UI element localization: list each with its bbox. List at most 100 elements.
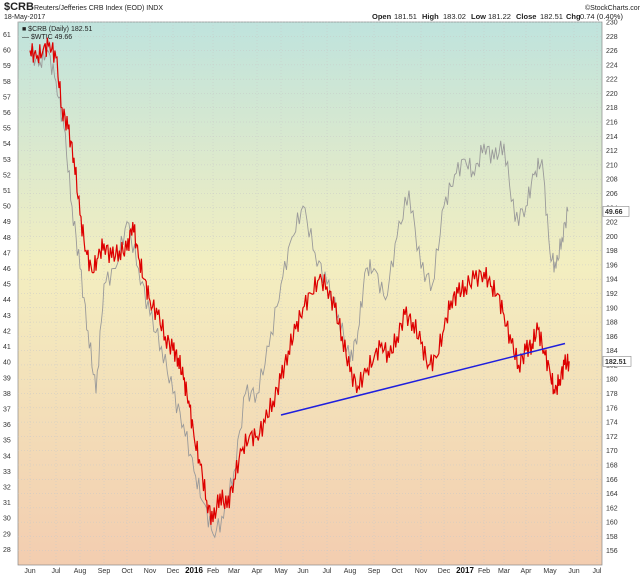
right-tick-label: 220 (606, 91, 618, 98)
right-tick-label: 174 (606, 420, 618, 427)
x-tick-label: Jun (568, 568, 579, 575)
left-tick-label: 47 (3, 250, 11, 257)
right-tick-label: 206 (606, 191, 618, 198)
left-tick-label: 42 (3, 328, 11, 335)
right-tick-label: 188 (606, 320, 618, 327)
right-tick-label: 180 (606, 377, 618, 384)
x-tick-label: May (274, 568, 288, 575)
left-tick-label: 29 (3, 531, 11, 538)
x-tick-label: 2016 (185, 566, 203, 575)
x-tick-label: Sep (98, 568, 111, 575)
x-tick-label: Mar (498, 568, 511, 575)
right-tick-label: 208 (606, 177, 618, 184)
left-tick-label: 41 (3, 344, 11, 351)
left-tick-label: 49 (3, 219, 11, 226)
left-tick-label: 32 (3, 484, 11, 491)
crb-last-tag: 182.51 (602, 356, 632, 367)
left-tick-label: 39 (3, 375, 11, 382)
x-tick-label: Jun (24, 568, 35, 575)
right-tick-label: 168 (606, 462, 618, 469)
x-tick-label: Aug (74, 568, 87, 575)
x-tick-label: Dec (167, 568, 180, 575)
trendline (280, 342, 566, 416)
right-tick-label: 164 (606, 491, 618, 498)
chart-date: 18-May-2017 (4, 14, 45, 21)
right-tick-label: 186 (606, 334, 618, 341)
right-tick-label: 222 (606, 77, 618, 84)
left-tick-label: 54 (3, 141, 11, 148)
x-tick-label: Feb (478, 568, 490, 575)
right-tick-label: 196 (606, 262, 618, 269)
right-tick-label: 200 (606, 234, 618, 241)
right-tick-label: 176 (606, 405, 618, 412)
chart-description: Reuters/Jefferies CRB Index (EOD) INDX (34, 5, 163, 12)
left-tick-label: 48 (3, 235, 11, 242)
left-tick-label: 30 (3, 516, 11, 523)
x-tick-label: Oct (392, 568, 403, 575)
left-tick-label: 51 (3, 188, 11, 195)
left-tick-label: 61 (3, 32, 11, 39)
left-tick-label: 38 (3, 391, 11, 398)
left-tick-label: 44 (3, 297, 11, 304)
x-tick-label: Feb (207, 568, 219, 575)
grid-lines (18, 21, 602, 565)
legend-wtic: — $WTIC 49.66 (22, 34, 72, 41)
right-tick-label: 184 (606, 348, 618, 355)
x-tick-label: Aug (344, 568, 357, 575)
right-tick-label: 226 (606, 48, 618, 55)
left-tick-label: 28 (3, 547, 11, 554)
right-tick-label: 156 (606, 548, 618, 555)
right-tick-label: 158 (606, 534, 618, 541)
right-tick-label: 170 (606, 448, 618, 455)
x-tick-label: Jun (297, 568, 308, 575)
right-tick-label: 210 (606, 162, 618, 169)
left-tick-label: 56 (3, 110, 11, 117)
low-label: Low (471, 12, 486, 21)
left-tick-label: 46 (3, 266, 11, 273)
left-tick-label: 35 (3, 438, 11, 445)
x-tick-label: Apr (521, 568, 533, 575)
close-label: Close (516, 12, 536, 21)
chart-symbol: $CRB (4, 1, 34, 13)
x-tick-label: Nov (144, 568, 157, 575)
right-tick-label: 216 (606, 120, 618, 127)
high-label: High (422, 12, 439, 21)
x-tick-label: 2017 (456, 566, 474, 575)
left-tick-label: 55 (3, 126, 11, 133)
open-label: Open (372, 12, 392, 21)
right-tick-label: 230 (606, 20, 618, 27)
close-value: 182.51 (540, 12, 563, 21)
brand-label: ©StockCharts.com (585, 4, 640, 12)
x-tick-label: Nov (415, 568, 428, 575)
right-tick-label: 178 (606, 391, 618, 398)
left-tick-label: 58 (3, 79, 11, 86)
left-tick-label: 40 (3, 360, 11, 367)
left-tick-label: 50 (3, 204, 11, 211)
chg-label: Chg (566, 12, 581, 21)
right-tick-label: 172 (606, 434, 618, 441)
right-tick-label: 192 (606, 291, 618, 298)
right-tick-label: 160 (606, 520, 618, 527)
left-tick-label: 52 (3, 172, 11, 179)
right-tick-label: 202 (606, 220, 618, 227)
x-axis: Jun Jul Aug Sep Oct Nov Dec 2016 Feb Mar Apr May Jun… (24, 566, 602, 575)
x-tick-label: Jul (593, 568, 602, 575)
left-tick-label: 53 (3, 157, 11, 164)
left-tick-label: 31 (3, 500, 11, 507)
right-tick-label: 224 (606, 62, 618, 69)
left-tick-label: 34 (3, 453, 11, 460)
right-tick-label: 212 (606, 148, 618, 155)
wtic-last-tag: 49.66 (602, 206, 630, 217)
x-tick-label: Mar (228, 568, 241, 575)
right-tick-label: 218 (606, 105, 618, 112)
legend-crb: ■ $CRB (Daily) 182.51 (22, 26, 92, 33)
right-tick-label: 198 (606, 248, 618, 255)
x-tick-label: Jul (52, 568, 61, 575)
high-value: 183.02 (443, 12, 466, 21)
right-tick-label: 190 (606, 305, 618, 312)
left-tick-label: 36 (3, 422, 11, 429)
x-tick-label: May (543, 568, 557, 575)
x-tick-label: Oct (122, 568, 133, 575)
crb-last-value: 182.51 (605, 359, 627, 366)
